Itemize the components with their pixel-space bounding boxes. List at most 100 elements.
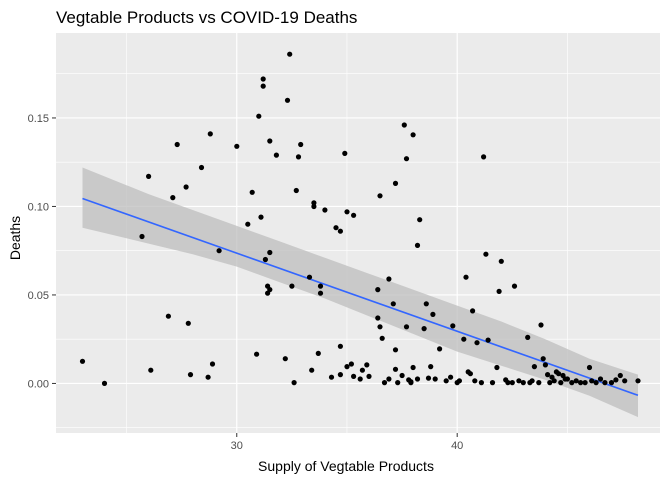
data-point xyxy=(430,311,436,317)
data-point xyxy=(337,228,343,234)
data-point xyxy=(234,143,240,149)
data-point xyxy=(187,372,194,378)
data-point xyxy=(472,378,478,384)
data-point xyxy=(170,195,176,201)
data-point xyxy=(315,350,321,356)
y-axis-label: Deaths xyxy=(7,216,23,260)
x-tick-label: 30 xyxy=(231,440,243,452)
data-point xyxy=(509,380,515,386)
data-point xyxy=(392,366,399,372)
data-point xyxy=(351,373,357,379)
data-point xyxy=(450,323,456,329)
data-point xyxy=(569,380,575,386)
data-point xyxy=(185,320,191,326)
data-point xyxy=(390,301,396,307)
data-point xyxy=(485,337,491,343)
x-axis-label: Supply of Vegtable Products xyxy=(258,458,434,474)
data-point xyxy=(337,343,343,349)
data-point xyxy=(597,376,604,382)
data-point xyxy=(622,378,628,384)
data-point xyxy=(608,380,615,386)
data-point xyxy=(344,364,350,370)
data-point xyxy=(146,173,152,179)
data-point xyxy=(291,380,297,386)
data-point xyxy=(273,152,279,158)
data-point xyxy=(207,131,213,137)
data-point xyxy=(101,380,108,386)
data-point xyxy=(267,287,273,293)
data-point xyxy=(284,97,291,103)
data-point xyxy=(542,362,549,368)
data-points xyxy=(79,51,641,386)
data-point xyxy=(425,375,432,381)
data-point xyxy=(578,380,584,386)
data-point xyxy=(414,242,421,248)
data-point xyxy=(386,376,392,382)
data-point xyxy=(249,189,255,195)
data-point xyxy=(403,324,410,330)
data-point xyxy=(295,154,302,160)
data-point xyxy=(337,372,343,378)
data-point xyxy=(287,51,293,57)
data-point xyxy=(573,378,579,384)
data-point xyxy=(289,283,295,289)
data-point xyxy=(494,364,500,371)
data-point xyxy=(322,207,328,213)
data-point xyxy=(311,203,317,210)
data-point xyxy=(359,367,365,373)
data-point xyxy=(198,164,205,171)
data-point xyxy=(525,334,531,340)
data-point xyxy=(254,351,260,357)
data-point xyxy=(613,377,619,383)
data-point xyxy=(589,378,595,384)
data-point xyxy=(333,225,339,231)
data-point xyxy=(423,301,429,307)
data-point xyxy=(437,346,443,352)
data-point xyxy=(392,180,399,186)
data-point xyxy=(174,141,180,148)
data-point xyxy=(547,380,553,386)
data-point xyxy=(260,83,266,89)
data-point xyxy=(205,374,211,380)
data-point xyxy=(410,364,416,371)
y-tick-label: 0.10 xyxy=(28,201,49,213)
data-point xyxy=(375,287,381,293)
data-point xyxy=(463,274,469,280)
data-point xyxy=(602,380,608,386)
data-point xyxy=(148,367,154,373)
data-point xyxy=(516,378,522,384)
data-point xyxy=(165,313,171,319)
data-point xyxy=(558,380,564,386)
data-point xyxy=(328,374,335,380)
data-point xyxy=(461,336,467,342)
data-point xyxy=(448,374,454,380)
data-point xyxy=(432,376,438,382)
data-point xyxy=(467,371,473,377)
data-point xyxy=(258,214,264,220)
data-point xyxy=(551,378,557,384)
data-point xyxy=(483,251,489,257)
data-point xyxy=(481,154,487,160)
data-point xyxy=(348,361,354,367)
data-point xyxy=(386,276,392,282)
y-tick-label: 0.05 xyxy=(28,290,49,302)
data-point xyxy=(593,380,599,386)
data-point xyxy=(414,376,421,382)
data-point xyxy=(317,290,324,296)
data-point xyxy=(306,274,313,280)
data-point xyxy=(474,340,480,346)
data-point xyxy=(309,367,315,373)
data-point xyxy=(456,378,462,384)
data-point xyxy=(293,187,299,194)
data-point xyxy=(395,380,401,386)
data-point xyxy=(381,380,388,386)
data-point xyxy=(635,378,641,384)
data-point xyxy=(496,288,502,294)
data-point xyxy=(139,233,145,240)
data-point xyxy=(375,315,381,321)
data-point xyxy=(260,76,266,82)
data-point xyxy=(311,200,317,206)
data-point xyxy=(536,380,542,386)
data-point xyxy=(401,122,407,128)
